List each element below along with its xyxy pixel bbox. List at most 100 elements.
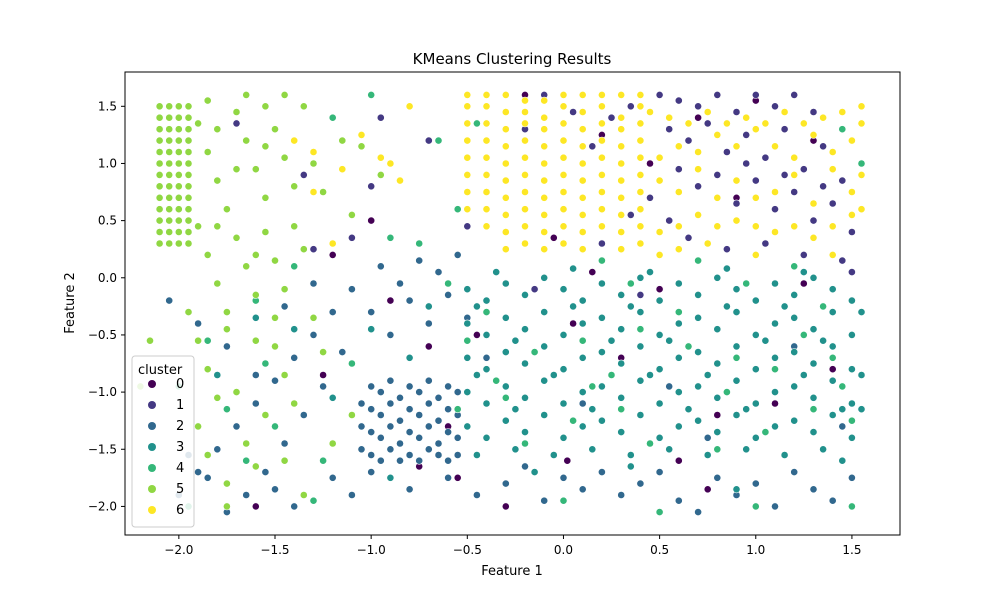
cluster-3-point — [655, 399, 664, 408]
cluster-5-point — [251, 336, 260, 345]
cluster-3-point — [828, 376, 837, 385]
cluster-1-point — [598, 239, 606, 248]
cluster-6-point — [636, 239, 645, 248]
cluster-3-point — [646, 371, 654, 379]
cluster-3-point — [799, 268, 808, 276]
cluster-2-point — [396, 456, 404, 465]
cluster-1-point — [751, 176, 760, 185]
cluster-6-point — [674, 188, 683, 196]
cluster-5-point — [242, 91, 251, 99]
cluster-3-point — [665, 445, 674, 454]
cluster-4-point — [828, 353, 837, 362]
cluster-5-point — [242, 136, 251, 145]
cluster-6-point — [598, 153, 606, 162]
cluster-5-point — [232, 233, 241, 242]
cluster-2-point — [222, 342, 231, 351]
cluster-2-point — [376, 433, 385, 442]
cluster-5-point — [194, 336, 202, 345]
cluster-3-point — [857, 308, 866, 316]
cluster-6-point — [482, 119, 491, 128]
cluster-6-point — [713, 193, 722, 202]
cluster-2-point — [598, 468, 606, 476]
cluster-5-point — [165, 182, 174, 191]
cluster-6-point — [674, 222, 683, 231]
cluster-4-point — [742, 279, 751, 288]
cluster-0-point — [703, 485, 712, 494]
x-tick-label: 0.5 — [650, 543, 669, 557]
cluster-5-point — [232, 165, 241, 174]
cluster-5-point — [280, 285, 289, 294]
cluster-3-point — [559, 285, 568, 294]
cluster-6-point — [857, 102, 866, 111]
cluster-5-point — [280, 371, 289, 379]
cluster-1-point — [809, 108, 818, 116]
cluster-6-point — [463, 102, 472, 111]
cluster-3-point — [674, 319, 683, 328]
cluster-6-point — [559, 188, 568, 196]
cluster-2-point — [203, 473, 212, 482]
cluster-3-point — [780, 302, 789, 311]
cluster-4-point — [386, 233, 395, 242]
cluster-1-point — [819, 142, 827, 151]
cluster-2-point — [453, 451, 462, 459]
cluster-3-point — [655, 365, 664, 374]
cluster-5-point — [203, 96, 212, 105]
cluster-6-point — [463, 205, 472, 214]
cluster-3-point — [511, 336, 520, 345]
cluster-2-point — [396, 393, 404, 402]
cluster-6-point — [655, 176, 664, 185]
cluster-5-point — [222, 308, 231, 316]
cluster-4-point — [578, 336, 587, 345]
cluster-5-point — [261, 228, 270, 236]
cluster-5-point — [271, 342, 279, 351]
cluster-3-point — [617, 290, 626, 299]
cluster-5-point — [155, 228, 164, 236]
y-tick-label: −0.5 — [88, 328, 117, 342]
cluster-6-point — [799, 119, 808, 128]
cluster-4-point — [319, 456, 327, 465]
cluster-6-point — [617, 176, 626, 185]
cluster-2-point — [271, 376, 279, 385]
cluster-2-point — [501, 479, 510, 488]
x-tick-label: −2.0 — [164, 543, 193, 557]
cluster-5-point — [184, 113, 193, 122]
cluster-3-point — [521, 359, 529, 368]
legend-label-1: 1 — [176, 398, 184, 413]
cluster-3-point — [598, 348, 606, 356]
cluster-3-point — [732, 308, 741, 316]
cluster-3-point — [540, 273, 549, 282]
cluster-3-point — [626, 451, 635, 459]
cluster-3-point — [751, 433, 760, 442]
cluster-6-point — [617, 210, 626, 219]
cluster-3-point — [848, 330, 856, 339]
cluster-6-point — [501, 210, 510, 219]
cluster-3-point — [463, 319, 472, 328]
cluster-3-point — [828, 342, 837, 351]
legend-label-6: 6 — [176, 503, 184, 518]
cluster-3-point — [617, 428, 626, 436]
cluster-5-point — [261, 193, 270, 202]
cluster-6-point — [694, 210, 702, 219]
cluster-2-point — [165, 296, 174, 305]
cluster-3-point — [857, 405, 866, 414]
cluster-3-point — [492, 268, 501, 276]
cluster-6-point — [559, 102, 568, 111]
cluster-3-point — [742, 445, 751, 454]
cluster-3-point — [828, 308, 837, 316]
cluster-6-point — [751, 250, 760, 259]
cluster-6-point — [521, 170, 529, 179]
cluster-3-point — [809, 325, 818, 334]
cluster-6-point — [828, 222, 837, 231]
cluster-3-point — [809, 359, 818, 368]
cluster-1-point — [761, 239, 770, 248]
cluster-4-point — [771, 365, 779, 374]
cluster-1-point — [799, 165, 808, 174]
cluster-1-point — [232, 119, 241, 128]
cluster-3-point — [511, 405, 520, 414]
cluster-6-point — [598, 119, 606, 128]
cluster-6-point — [396, 176, 404, 185]
cluster-6-point — [809, 130, 818, 139]
cluster-1-point — [751, 91, 760, 99]
cluster-1-point — [713, 91, 722, 99]
cluster-3-point — [819, 445, 827, 454]
